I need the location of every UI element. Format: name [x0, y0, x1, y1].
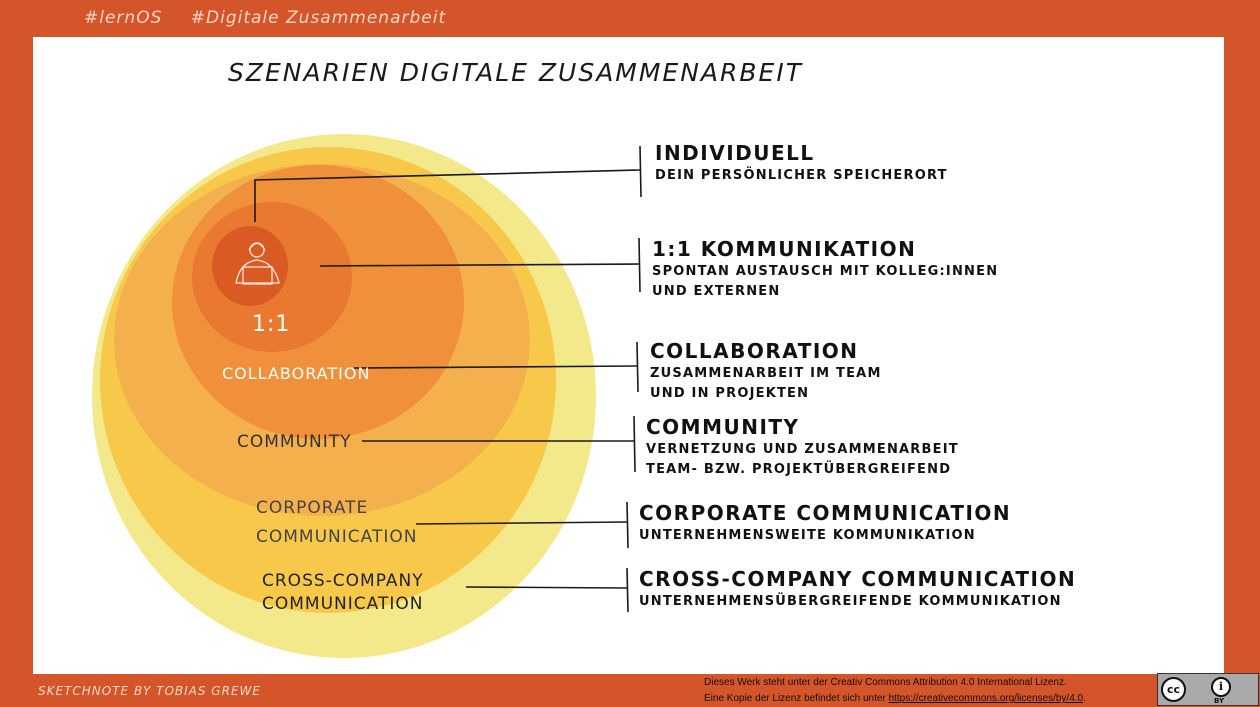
- description-line: und Externen: [652, 284, 781, 299]
- connector-divider-cross-company: [626, 567, 629, 613]
- attribution-icon: i: [1211, 677, 1231, 697]
- ring-label-corporate: Corporate Communication: [256, 494, 417, 552]
- ring-label-corporate-line-2: Communication: [256, 527, 418, 547]
- connector-lines: [254, 145, 642, 613]
- description-individuell: Individuell Dein persönlicher Speicheror…: [655, 140, 948, 186]
- description-collaboration: Collaboration Zusammenarbeit im Team und…: [650, 338, 882, 404]
- description-heading: Collaboration: [650, 339, 859, 363]
- description-heading: Cross-Company Communication: [639, 567, 1077, 591]
- hashtag-digitale-zusammenarbeit: #Digitale Zusammenarbeit: [190, 8, 447, 28]
- hashtag-lernos: #lernOS: [84, 8, 163, 28]
- connector-cross-company: [465, 586, 628, 589]
- connector-divider-community: [633, 415, 636, 473]
- ring-label-collaboration: Collaboration: [222, 364, 371, 383]
- description-heading: 1:1 Kommunikation: [652, 237, 917, 261]
- person-with-laptop-icon: [235, 242, 280, 285]
- connector-corporate: [415, 521, 628, 525]
- connector-divider-corporate: [626, 501, 629, 549]
- ring-label-cross-company-line-1: Cross-Company: [262, 571, 424, 591]
- license-prefix: Eine Kopie der Lizenz befindet sich unte…: [704, 693, 889, 704]
- description-community: Community Vernetzung und Zusammenarbeit …: [646, 414, 959, 480]
- ring-label-cross-company-line-2: Communication: [262, 594, 424, 614]
- cc-by-badge[interactable]: cc i BY: [1157, 673, 1259, 706]
- ring-label-cross-company: Cross-Company Communication: [262, 570, 424, 616]
- page-title: Szenarien Digitale Zusammenarbeit: [228, 58, 803, 87]
- description-line: Team- bzw. Projektübergreifend: [646, 462, 952, 477]
- description-heading: Corporate Communication: [639, 501, 1012, 525]
- description-line: Unternehmensweite Kommunikation: [639, 528, 976, 543]
- sketchnote-credit: Sketchnote by Tobias Grewe: [38, 684, 261, 698]
- by-label: BY: [1214, 697, 1225, 705]
- description-corporate: Corporate Communication Unternehmensweit…: [639, 500, 1011, 546]
- description-line: Zusammenarbeit im Team: [650, 366, 882, 381]
- ring-label-community: Community: [237, 432, 352, 452]
- connector-one-to-one: [319, 263, 640, 267]
- license-line-2: Eine Kopie der Lizenz befindet sich unte…: [704, 691, 1086, 707]
- description-line: und in Projekten: [650, 386, 810, 401]
- connector-divider-one-to-one: [638, 237, 641, 293]
- connector-individuell: [254, 169, 641, 222]
- description-heading: Individuell: [655, 141, 815, 165]
- ring-label-one-to-one: 1:1: [252, 312, 291, 337]
- license-notice: Dieses Werk steht unter der Creativ Comm…: [704, 675, 1086, 707]
- cc-icon: cc: [1161, 677, 1186, 702]
- description-line: Spontan Austausch mit Kolleg:innen: [652, 264, 999, 279]
- description-line: Vernetzung und Zusammenarbeit: [646, 442, 959, 457]
- license-suffix: .: [1083, 693, 1086, 704]
- license-line-1: Dieses Werk steht unter der Creativ Comm…: [704, 677, 1067, 688]
- ring-individual: [212, 226, 288, 306]
- connector-divider-individuell: [639, 145, 642, 198]
- connector-collaboration: [353, 365, 638, 369]
- description-line: Dein persönlicher Speicherort: [655, 168, 948, 183]
- description-cross-company: Cross-Company Communication Unternehmens…: [639, 566, 1076, 612]
- hashtags: #lernOS #Digitale Zusammenarbeit: [84, 8, 468, 28]
- license-link[interactable]: https://creativecommons.org/licenses/by/…: [888, 693, 1084, 704]
- ring-label-corporate-line-1: Corporate: [256, 498, 369, 518]
- description-one-to-one: 1:1 Kommunikation Spontan Austausch mit …: [652, 236, 998, 302]
- connector-divider-collaboration: [636, 341, 639, 393]
- description-line: Unternehmensübergreifende Kommunikation: [639, 594, 1062, 609]
- description-heading: Community: [646, 415, 800, 439]
